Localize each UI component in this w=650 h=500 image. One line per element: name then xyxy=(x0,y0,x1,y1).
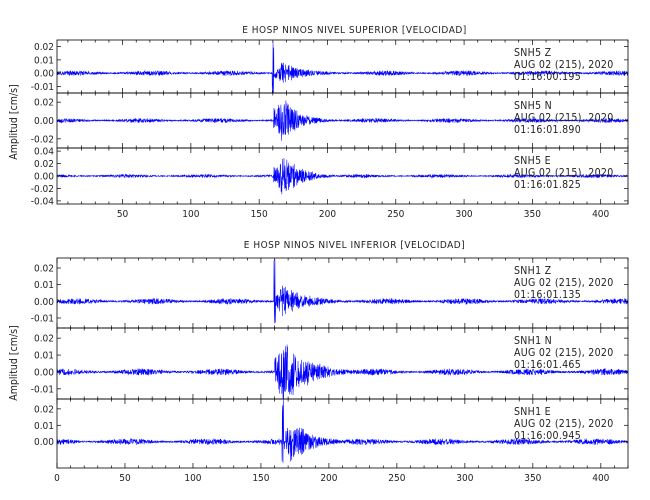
y-tick-label: 0.04 xyxy=(34,147,54,158)
x-tick-label: 350 xyxy=(524,209,541,220)
y-tick-label: 0.00 xyxy=(34,437,54,448)
y-tick-label: 0.02 xyxy=(34,98,54,109)
x-tick-label: 250 xyxy=(388,473,405,484)
x-tick-label: 0 xyxy=(54,473,60,484)
y-tick-label: 0.01 xyxy=(34,280,54,291)
y-tick-label: 0.00 xyxy=(34,116,54,127)
chart-title: E HOSP NINOS NIVEL SUPERIOR [VELOCIDAD] xyxy=(242,25,467,36)
date-label: AUG 02 (215), 2020 xyxy=(514,59,614,71)
time-label: 01:16:01.135 xyxy=(514,289,581,301)
station-label: SNH5 Z xyxy=(514,47,552,59)
x-tick-label: 50 xyxy=(117,209,129,220)
y-tick-label: 0.02 xyxy=(34,264,54,275)
x-tick-label: 300 xyxy=(456,473,473,484)
y-tick-label: -0.01 xyxy=(31,82,54,93)
y-axis-label: Amplitud [cm/s] xyxy=(8,325,20,400)
time-label: 01:16:00.195 xyxy=(514,71,581,83)
y-tick-label: 0.02 xyxy=(34,42,54,53)
x-tick-label: 200 xyxy=(320,473,337,484)
x-tick-label: 100 xyxy=(184,473,201,484)
y-tick-label: 0.01 xyxy=(34,351,54,362)
seismic-trace-e xyxy=(56,398,629,463)
x-tick-label: 50 xyxy=(119,473,131,484)
y-tick-label: -0.02 xyxy=(31,184,54,195)
seismic-trace-z xyxy=(56,259,629,324)
station-label: SNH1 E xyxy=(514,406,551,418)
seismic-trace-n xyxy=(56,100,629,141)
time-label: 01:16:01.825 xyxy=(514,179,581,191)
y-tick-label: 0.02 xyxy=(34,334,54,345)
date-label: AUG 02 (215), 2020 xyxy=(514,277,614,289)
x-tick-label: 400 xyxy=(592,473,609,484)
time-label: 01:16:00.945 xyxy=(514,430,581,442)
y-tick-label: 0.00 xyxy=(34,172,54,183)
x-tick-label: 150 xyxy=(252,473,269,484)
y-tick-label: -0.01 xyxy=(31,314,54,325)
chart-group-1: E HOSP NINOS NIVEL SUPERIOR [VELOCIDAD] A… xyxy=(8,25,629,220)
station-label: SNH1 N xyxy=(514,335,552,347)
y-tick-label: -0.02 xyxy=(31,134,54,145)
station-label: SNH1 Z xyxy=(514,265,552,277)
x-tick-label: 400 xyxy=(592,209,609,220)
chart-title: E HOSP NINOS NIVEL INFERIOR [VELOCIDAD] xyxy=(244,240,465,251)
y-tick-label: 0.01 xyxy=(34,55,54,66)
time-label: 01:16:01.890 xyxy=(514,124,581,136)
x-tick-label: 300 xyxy=(455,209,472,220)
date-label: AUG 02 (215), 2020 xyxy=(514,347,614,359)
x-tick-label: 100 xyxy=(182,209,199,220)
y-tick-label: 0.02 xyxy=(34,159,54,170)
y-axis-label: Amplitud [cm/s] xyxy=(8,84,20,159)
y-tick-label: -0.01 xyxy=(31,384,54,395)
station-label: SNH5 N xyxy=(514,100,552,112)
y-tick-label: 0.02 xyxy=(34,404,54,415)
date-label: AUG 02 (215), 2020 xyxy=(514,112,614,124)
y-tick-label: 0.00 xyxy=(34,297,54,308)
x-tick-label: 200 xyxy=(319,209,336,220)
seismic-trace-z xyxy=(56,41,629,94)
time-label: 01:16:01.465 xyxy=(514,359,581,371)
y-tick-label: 0.01 xyxy=(34,421,54,432)
y-tick-label: 0.00 xyxy=(34,69,54,80)
x-tick-label: 150 xyxy=(251,209,268,220)
x-tick-label: 350 xyxy=(524,473,541,484)
date-label: AUG 02 (215), 2020 xyxy=(514,167,614,179)
seismic-trace-e xyxy=(56,157,629,195)
y-tick-label: 0.00 xyxy=(34,367,54,378)
chart-group-2: E HOSP NINOS NIVEL INFERIOR [VELOCIDAD] A… xyxy=(8,240,629,484)
date-label: AUG 02 (215), 2020 xyxy=(514,418,614,430)
seismic-trace-n xyxy=(56,344,629,399)
y-tick-label: -0.04 xyxy=(31,196,55,207)
station-label: SNH5 E xyxy=(514,155,551,167)
x-tick-label: 250 xyxy=(387,209,404,220)
